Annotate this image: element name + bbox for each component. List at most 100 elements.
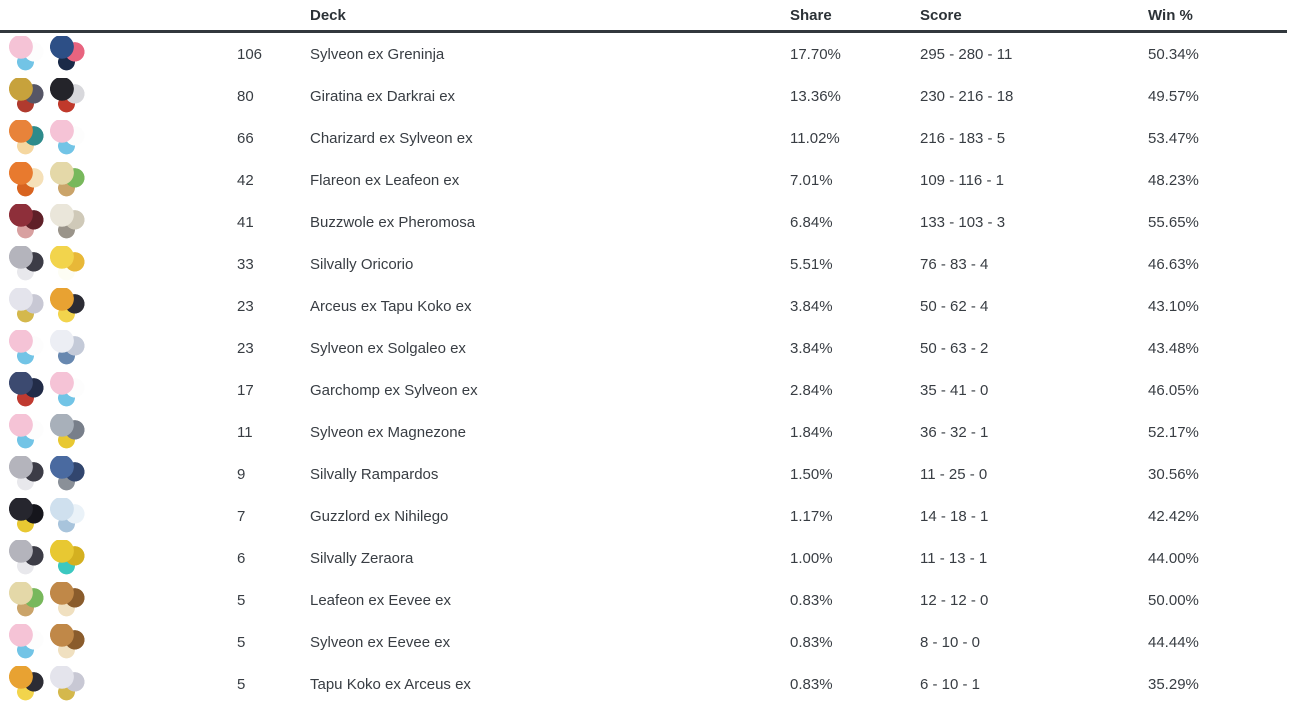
deck-name[interactable]: Arceus ex Tapu Koko ex (310, 297, 472, 315)
deck-row[interactable]: 42 Flareon ex Leafeon ex 7.01% 109 - 116… (0, 159, 1295, 201)
deck-sprites (0, 414, 237, 450)
deck-row[interactable]: 23 Sylveon ex Solgaleo ex 3.84% 50 - 63 … (0, 327, 1295, 369)
giratina-sprite-icon (8, 78, 46, 114)
deck-name[interactable]: Sylveon ex Eevee ex (310, 633, 451, 651)
deck-name[interactable]: Giratina ex Darkrai ex (310, 87, 456, 105)
deck-count: 6 (237, 549, 246, 567)
deck-sprites (0, 330, 237, 366)
deck-share: 17.70% (790, 45, 841, 63)
deck-name[interactable]: Silvally Zeraora (310, 549, 414, 567)
deck-score: 295 - 280 - 11 (920, 45, 1013, 63)
deck-win: 46.05% (1148, 381, 1199, 399)
deck-share: 0.83% (790, 633, 833, 651)
deck-row[interactable]: 41 Buzzwole ex Pheromosa 6.84% 133 - 103… (0, 201, 1295, 243)
deck-score: 50 - 62 - 4 (920, 297, 989, 315)
deck-win: 42.42% (1148, 507, 1199, 525)
deck-share: 13.36% (790, 87, 841, 105)
deck-name[interactable]: Charizard ex Sylveon ex (310, 129, 473, 147)
deck-score: 109 - 116 - 1 (920, 171, 1004, 189)
deck-name[interactable]: Flareon ex Leafeon ex (310, 171, 460, 189)
deck-sprites (0, 288, 237, 324)
column-header-win[interactable]: Win % (1148, 6, 1193, 24)
deck-name[interactable]: Guzzlord ex Nihilego (310, 507, 449, 525)
deck-count: 80 (237, 87, 254, 105)
arceus-sprite-icon (49, 666, 87, 702)
deck-row[interactable]: 5 Leafeon ex Eevee ex 0.83% 12 - 12 - 0 … (0, 579, 1295, 621)
deck-score: 230 - 216 - 18 (920, 87, 1014, 105)
deck-score: 35 - 41 - 0 (920, 381, 989, 399)
solgaleo-sprite-icon (49, 330, 87, 366)
deck-win: 30.56% (1148, 465, 1199, 483)
deck-count: 23 (237, 339, 254, 357)
deck-row[interactable]: 7 Guzzlord ex Nihilego 1.17% 14 - 18 - 1… (0, 495, 1295, 537)
deck-sprites (0, 120, 237, 156)
silvally-sprite-icon (8, 456, 46, 492)
garchomp-sprite-icon (8, 372, 46, 408)
deck-count: 106 (237, 45, 263, 63)
deck-count: 7 (237, 507, 246, 525)
deck-share: 1.84% (790, 423, 833, 441)
deck-row[interactable]: 106 Sylveon ex Greninja 17.70% 295 - 280… (0, 33, 1295, 75)
guzzlord-sprite-icon (8, 498, 46, 534)
charizard-sprite-icon (8, 120, 46, 156)
deck-row[interactable]: 5 Tapu Koko ex Arceus ex 0.83% 6 - 10 - … (0, 663, 1295, 705)
deck-sprites (0, 246, 237, 282)
deck-row[interactable]: 33 Silvally Oricorio 5.51% 76 - 83 - 4 4… (0, 243, 1295, 285)
sylveon-sprite-icon (8, 624, 46, 660)
sylveon-sprite-icon (8, 330, 46, 366)
deck-sprites (0, 204, 237, 240)
deck-win: 48.23% (1148, 171, 1199, 189)
header-divider (0, 30, 1287, 33)
deck-sprites (0, 36, 237, 72)
deck-sprites (0, 372, 237, 408)
silvally-sprite-icon (8, 246, 46, 282)
deck-row[interactable]: 6 Silvally Zeraora 1.00% 11 - 13 - 1 44.… (0, 537, 1295, 579)
deck-win: 55.65% (1148, 213, 1199, 231)
deck-share: 3.84% (790, 339, 833, 357)
deck-name[interactable]: Silvally Rampardos (310, 465, 439, 483)
deck-score: 12 - 12 - 0 (920, 591, 989, 609)
eevee-sprite-icon (49, 582, 87, 618)
zeraora-sprite-icon (49, 540, 87, 576)
column-header-deck[interactable]: Deck (310, 6, 346, 24)
sylveon-sprite-icon (8, 36, 46, 72)
greninja-sprite-icon (49, 36, 87, 72)
deck-win: 44.44% (1148, 633, 1199, 651)
deck-name[interactable]: Sylveon ex Magnezone (310, 423, 466, 441)
table-header-row: Deck Share Score Win % (0, 0, 1295, 30)
deck-name[interactable]: Sylveon ex Greninja (310, 45, 445, 63)
column-header-score[interactable]: Score (920, 6, 962, 24)
column-header-share[interactable]: Share (790, 6, 832, 24)
deck-name[interactable]: Buzzwole ex Pheromosa (310, 213, 476, 231)
deck-score: 6 - 10 - 1 (920, 675, 981, 693)
deck-count: 42 (237, 171, 254, 189)
deck-score: 36 - 32 - 1 (920, 423, 989, 441)
deck-name[interactable]: Sylveon ex Solgaleo ex (310, 339, 466, 357)
tapu-koko-sprite-icon (8, 666, 46, 702)
deck-name[interactable]: Tapu Koko ex Arceus ex (310, 675, 471, 693)
deck-row[interactable]: 9 Silvally Rampardos 1.50% 11 - 25 - 0 3… (0, 453, 1295, 495)
deck-score: 14 - 18 - 1 (920, 507, 989, 525)
darkrai-sprite-icon (49, 78, 87, 114)
deck-share: 5.51% (790, 255, 833, 273)
deck-name[interactable]: Garchomp ex Sylveon ex (310, 381, 478, 399)
deck-row[interactable]: 66 Charizard ex Sylveon ex 11.02% 216 - … (0, 117, 1295, 159)
deck-row[interactable]: 5 Sylveon ex Eevee ex 0.83% 8 - 10 - 0 4… (0, 621, 1295, 663)
deck-sprites (0, 582, 237, 618)
deck-row[interactable]: 11 Sylveon ex Magnezone 1.84% 36 - 32 - … (0, 411, 1295, 453)
deck-win: 43.10% (1148, 297, 1199, 315)
deck-win: 49.57% (1148, 87, 1199, 105)
deck-row[interactable]: 23 Arceus ex Tapu Koko ex 3.84% 50 - 62 … (0, 285, 1295, 327)
sylveon-sprite-icon (49, 120, 87, 156)
deck-row[interactable]: 80 Giratina ex Darkrai ex 13.36% 230 - 2… (0, 75, 1295, 117)
deck-name[interactable]: Silvally Oricorio (310, 255, 414, 273)
leafeon-sprite-icon (49, 162, 87, 198)
deck-count: 5 (237, 675, 246, 693)
deck-win: 50.34% (1148, 45, 1199, 63)
pheromosa-sprite-icon (49, 204, 87, 240)
deck-share: 0.83% (790, 591, 833, 609)
deck-count: 17 (237, 381, 254, 399)
deck-row[interactable]: 17 Garchomp ex Sylveon ex 2.84% 35 - 41 … (0, 369, 1295, 411)
deck-name[interactable]: Leafeon ex Eevee ex (310, 591, 451, 609)
